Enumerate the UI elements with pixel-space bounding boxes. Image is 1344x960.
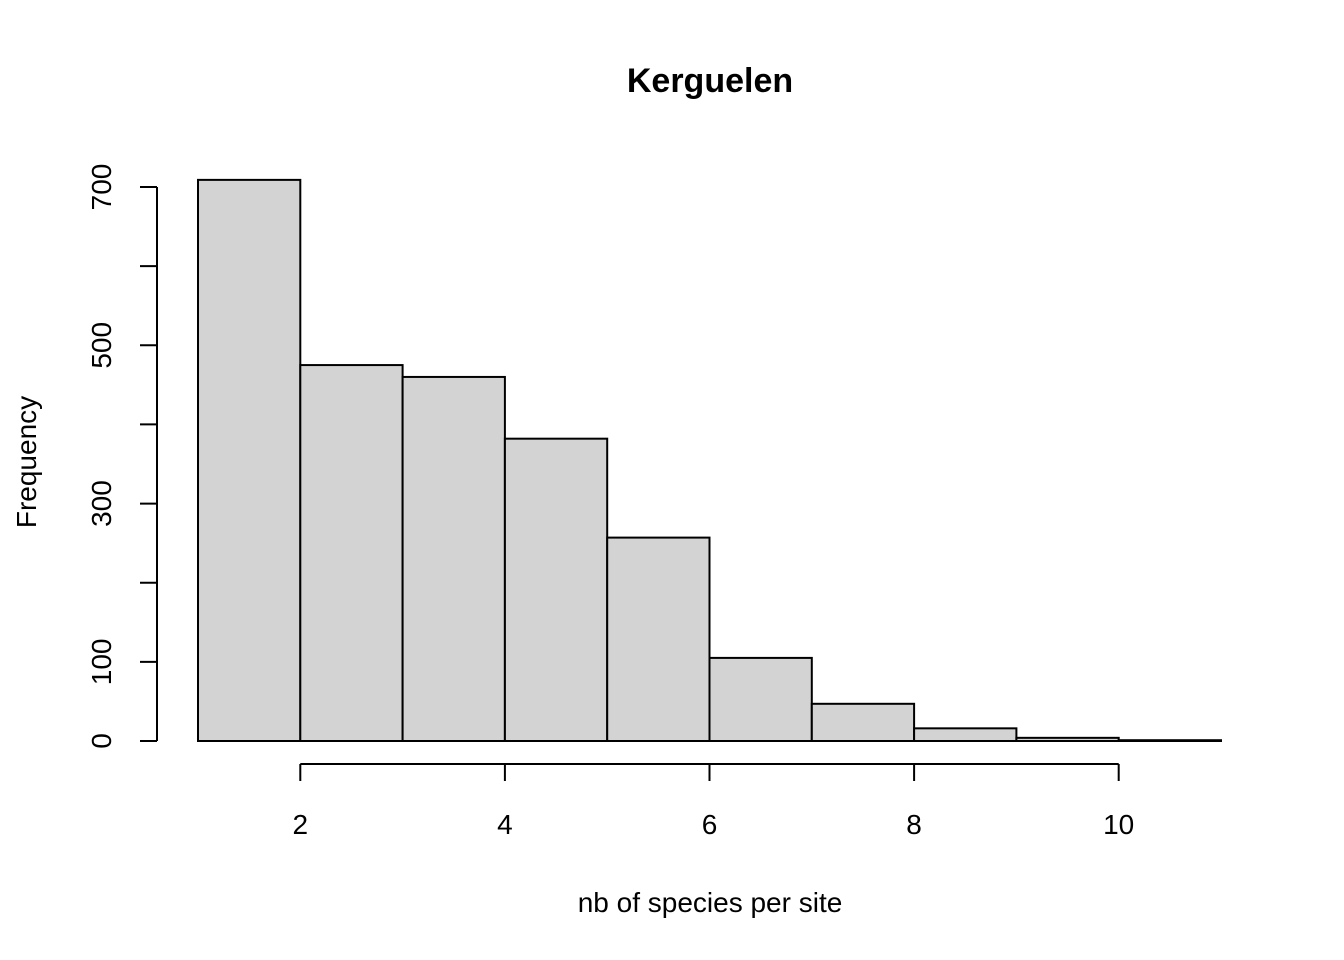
y-tick-label: 300 <box>86 480 117 527</box>
histogram-bar-6 <box>708 656 813 743</box>
x-tick-label: 6 <box>702 809 718 840</box>
y-axis-label: Frequency <box>11 396 42 528</box>
x-axis-label: nb of species per site <box>578 887 843 918</box>
chart-title: Kerguelen <box>627 62 793 100</box>
y-tick-label: 0 <box>86 733 117 749</box>
y-axis: 0 100 300 500 700 <box>86 164 158 749</box>
y-tick-label: 700 <box>86 164 117 211</box>
histogram-bar-5 <box>606 536 711 742</box>
histogram-bar-2 <box>299 364 404 742</box>
x-tick-label: 8 <box>906 809 922 840</box>
y-tick-label: 100 <box>86 638 117 685</box>
histogram-bar-9 <box>1015 736 1120 743</box>
histogram-bar-7 <box>810 702 916 742</box>
histogram-bar-3 <box>401 375 506 742</box>
x-axis: 2 4 6 8 10 <box>293 763 1134 840</box>
histogram-bar-4 <box>503 437 609 742</box>
histogram-bar-8 <box>913 727 1018 743</box>
x-tick-label: 2 <box>293 809 309 840</box>
bars-group <box>197 178 1222 743</box>
histogram-bar-1 <box>197 178 302 742</box>
histogram-bar-10 <box>1117 739 1222 742</box>
x-tick-label: 10 <box>1103 809 1134 840</box>
y-tick-label: 500 <box>86 322 117 369</box>
x-tick-label: 4 <box>497 809 513 840</box>
